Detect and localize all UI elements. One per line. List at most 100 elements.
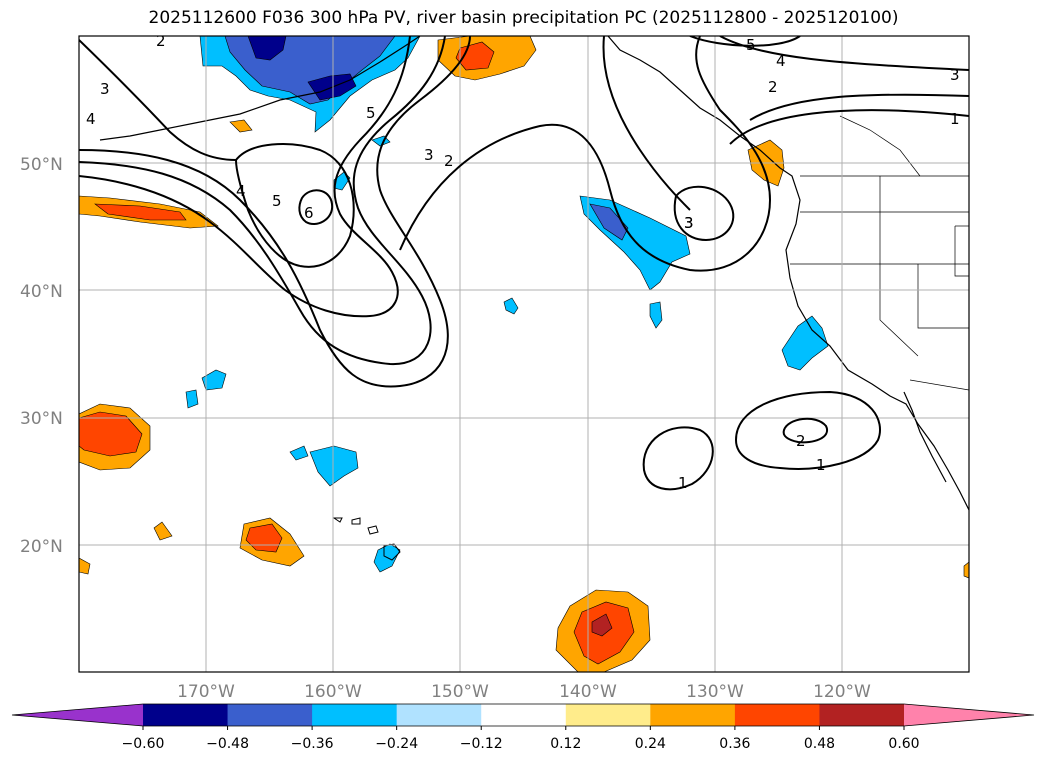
contour-label: 3 xyxy=(684,214,694,232)
precip-pos-small9 xyxy=(963,561,969,579)
map-frame xyxy=(78,35,970,673)
colorbar-segment xyxy=(734,704,820,726)
precip-neg-hawaii1 xyxy=(309,445,359,487)
colorbar-tick-label: 0.24 xyxy=(635,736,666,752)
colorbar-tick-label: −0.24 xyxy=(375,736,418,752)
contour-label: 2 xyxy=(796,432,806,450)
colorbar-segment xyxy=(227,704,313,726)
pv-contour-h xyxy=(673,185,735,242)
pv-contour-j xyxy=(729,109,969,145)
lon-label: 120°W xyxy=(813,682,871,702)
colorbar-tick-label: 0.60 xyxy=(888,736,919,752)
coast-baja xyxy=(903,391,947,483)
pv-contour-a xyxy=(79,36,471,388)
precip-neg-small1 xyxy=(503,297,519,315)
colorbar-tick-label: −0.60 xyxy=(122,736,165,752)
precip-neg-small5 xyxy=(201,369,227,391)
precip-neg-hawaii2 xyxy=(289,445,309,461)
lat-label: 40°N xyxy=(20,282,63,302)
coast-alaska xyxy=(99,36,421,141)
border-ca-nv xyxy=(879,264,919,357)
pv-contour-m xyxy=(602,36,691,211)
precip-neg-small6 xyxy=(185,389,199,409)
precip-pos-30n-core xyxy=(79,411,143,457)
island-kauai xyxy=(332,517,343,523)
colorbar: −0.60 −0.48 −0.36 −0.24 −0.12 0.12 0.24 0.36 0.4… xyxy=(11,703,1035,752)
contour-label: 2 xyxy=(444,152,454,170)
contour-label: 3 xyxy=(100,80,110,98)
precip-pos-small8 xyxy=(79,557,91,575)
border-az xyxy=(909,379,969,391)
pv-contour-p xyxy=(782,417,829,444)
lat-label: 30°N xyxy=(20,409,63,429)
lat-label: 20°N xyxy=(20,537,63,557)
island-oahu xyxy=(351,517,361,525)
contour-label: 1 xyxy=(678,474,688,492)
contour-label: 1 xyxy=(816,456,826,474)
precip-pos-gulf-core xyxy=(455,41,495,71)
contour-label: 6 xyxy=(304,204,314,222)
island-maui xyxy=(367,525,379,535)
precip-pos-small-ak xyxy=(229,119,253,133)
lon-label: 170°W xyxy=(177,682,235,702)
lon-labels: 170°W 160°W 150°W 140°W 130°W 120°W xyxy=(177,682,871,702)
island-big xyxy=(383,543,401,561)
colorbar-extend-low xyxy=(12,704,143,726)
pv-contour-e xyxy=(235,143,355,268)
hawaii-islands xyxy=(332,517,401,561)
gridlines xyxy=(79,36,969,672)
contour-label: 4 xyxy=(236,182,246,200)
lon-label: 150°W xyxy=(431,682,489,702)
pv-contour-l xyxy=(689,36,801,47)
contour-label: 4 xyxy=(86,110,96,128)
contour-label: 1 xyxy=(950,110,960,128)
colorbar-segment xyxy=(565,704,651,726)
pv-contour-g xyxy=(399,36,772,272)
contour-label: 3 xyxy=(684,214,694,232)
colorbar-tick-label: 0.12 xyxy=(550,736,581,752)
colorbar-segment xyxy=(396,704,482,726)
pv-contour-six xyxy=(298,189,334,225)
pv-contour-n xyxy=(642,426,714,491)
lat-label: 50°N xyxy=(20,155,63,175)
pv-contour-b xyxy=(79,36,446,366)
contour-labels: 2 3 4 5 3 5 4 6 3 2 5 4 3 2 1 3 1 2 1 xyxy=(86,32,960,492)
contour-label: 4 xyxy=(776,52,786,70)
border-east-frame xyxy=(954,226,969,277)
precip-pos-south-core xyxy=(591,613,613,637)
precip-pos-small7 xyxy=(153,521,173,541)
pv-contours xyxy=(79,36,969,491)
border-nevada-east xyxy=(917,264,969,329)
lon-label: 160°W xyxy=(304,682,362,702)
contour-label: 2 xyxy=(768,78,778,96)
precip-shading xyxy=(79,36,969,672)
lon-label: 130°W xyxy=(686,682,744,702)
colorbar-tick-label: −0.12 xyxy=(460,736,503,752)
precip-neg-california xyxy=(781,315,829,371)
colorbar-extend-high xyxy=(904,704,1034,726)
colorbar-segment xyxy=(312,704,398,726)
precip-pos-west-strip-core xyxy=(94,203,187,221)
pv-contour-k xyxy=(719,36,969,71)
lon-label: 140°W xyxy=(559,682,617,702)
coast-north-america xyxy=(607,36,969,511)
colorbar-tick-label: −0.36 xyxy=(291,736,334,752)
colorbar-segment xyxy=(819,704,905,726)
contour-label: 2 xyxy=(156,32,166,50)
contour-label: 5 xyxy=(272,192,282,210)
colorbar-tick-label: −0.48 xyxy=(206,736,249,752)
colorbar-segment xyxy=(650,704,736,726)
pv-contour-i xyxy=(749,93,969,121)
pv-contour-o xyxy=(734,390,881,470)
pv-contour-d xyxy=(79,39,237,161)
colorbar-segment xyxy=(143,704,229,726)
pv-contour-c xyxy=(79,36,411,318)
colorbar-tick-label: 0.48 xyxy=(804,736,835,752)
pv-contour-f xyxy=(235,159,301,267)
coastlines xyxy=(99,36,969,511)
precip-neg-alaska-core xyxy=(247,36,287,61)
precip-neg-small2 xyxy=(649,301,663,329)
colorbar-segment xyxy=(481,704,567,726)
lat-labels: 50°N 40°N 30°N 20°N xyxy=(20,155,63,557)
